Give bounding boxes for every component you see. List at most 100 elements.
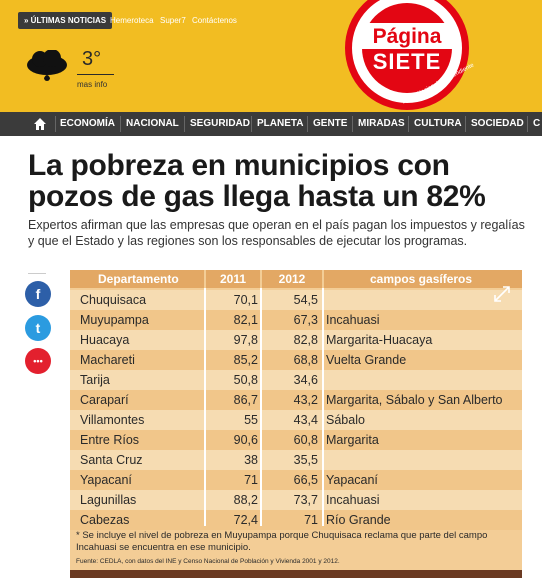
cell-2012: 43,2	[293, 393, 318, 407]
cell-campos: Margarita-Huacaya	[326, 333, 433, 347]
article-headline: La pobreza en municipios con pozos de ga…	[28, 149, 486, 213]
site-logo[interactable]: Página SIETE Diario Nacional Independien…	[345, 0, 475, 110]
poverty-infographic[interactable]: Departamento 2011 2012 campos gasíferos …	[70, 270, 522, 578]
cell-campos: Yapacaní	[326, 473, 378, 487]
nav-item-planeta[interactable]: PLANETA	[257, 118, 304, 129]
cell-2012: 82,8	[293, 333, 318, 347]
cell-departamento: Chuquisaca	[80, 293, 147, 307]
cell-departamento: Lagunillas	[80, 493, 137, 507]
nav-separator	[465, 116, 466, 132]
expand-icon[interactable]	[493, 285, 511, 303]
cell-2011: 82,1	[233, 313, 258, 327]
nav-item-economia[interactable]: ECONOMÍA	[60, 118, 115, 129]
header-2012: 2012	[262, 270, 322, 288]
cell-2012: 66,5	[293, 473, 318, 487]
nav-separator	[527, 116, 528, 132]
cell-2012: 67,3	[293, 313, 318, 327]
cell-campos: Sábalo	[326, 413, 365, 427]
table-row	[70, 370, 522, 390]
nav-item-gente[interactable]: GENTE	[313, 118, 348, 129]
table-row	[70, 290, 522, 310]
facebook-icon: f	[35, 286, 41, 302]
header-2011: 2011	[206, 270, 260, 288]
nav-separator	[120, 116, 121, 132]
table-row	[70, 470, 522, 490]
logo-band	[362, 23, 452, 49]
facebook-share-button[interactable]: f	[25, 281, 51, 307]
cell-2011: 88,2	[233, 493, 258, 507]
nav-separator	[352, 116, 353, 132]
cell-2011: 71	[244, 473, 258, 487]
logo-word-pagina: Página	[372, 25, 442, 48]
photo-strip	[70, 570, 522, 578]
cell-campos: Incahuasi	[326, 313, 380, 327]
cell-2012: 43,4	[293, 413, 318, 427]
table-row	[70, 410, 522, 430]
cell-departamento: Villamontes	[80, 413, 145, 427]
super7-link[interactable]: Super7	[160, 16, 186, 25]
hemeroteca-link[interactable]: Hemeroteca	[110, 16, 154, 25]
cell-departamento: Santa Cruz	[80, 453, 143, 467]
nav-item-cultura[interactable]: CULTURA	[414, 118, 462, 129]
share-divider	[28, 273, 46, 274]
nav-separator	[408, 116, 409, 132]
cell-2012: 73,7	[293, 493, 318, 507]
cell-2011: 90,6	[233, 433, 258, 447]
table-row	[70, 490, 522, 510]
nav-item-seguridad[interactable]: SEGURIDAD	[190, 118, 251, 129]
cell-2012: 60,8	[293, 433, 318, 447]
comments-button[interactable]: •••	[25, 348, 51, 374]
cell-departamento: Caraparí	[80, 393, 129, 407]
cell-2011: 55	[244, 413, 258, 427]
twitter-icon: t	[35, 320, 41, 336]
weather-divider	[77, 74, 114, 75]
cell-2011: 97,8	[233, 333, 258, 347]
main-nav: ECONOMÍA NACIONAL SEGURIDAD PLANETA GENT…	[0, 112, 542, 136]
column-divider	[204, 288, 206, 526]
cell-departamento: Entre Ríos	[80, 433, 140, 447]
top-bar: » ÚLTIMAS NOTICIAS Hemeroteca Super7 Con…	[0, 0, 542, 32]
cell-departamento: Machareti	[80, 353, 135, 367]
cell-departamento: Cabezas	[80, 513, 130, 527]
cell-2012: 34,6	[293, 373, 318, 387]
table-row	[70, 350, 522, 370]
latest-news-button[interactable]: » ÚLTIMAS NOTICIAS	[18, 12, 113, 29]
weather-more-info-link[interactable]: mas info	[77, 80, 108, 89]
cell-2011: 50,8	[233, 373, 258, 387]
header-departamento: Departamento	[70, 270, 204, 288]
infographic-source: Fuente: CEDLA, con datos del INE y Censo…	[76, 558, 340, 565]
nav-item-sociedad[interactable]: SOCIEDAD	[471, 118, 524, 129]
nav-separator	[251, 116, 252, 132]
table-row	[70, 510, 522, 530]
comment-icon: •••	[33, 356, 43, 366]
nav-separator	[307, 116, 308, 132]
cell-campos: Vuelta Grande	[326, 353, 407, 367]
rain-cloud-icon[interactable]	[26, 50, 68, 86]
site-header: » ÚLTIMAS NOTICIAS Hemeroteca Super7 Con…	[0, 0, 542, 112]
table-row	[70, 310, 522, 330]
contact-link[interactable]: Contáctenos	[192, 16, 237, 25]
header-campos: campos gasíferos	[324, 270, 522, 288]
cell-2011: 70,1	[233, 293, 258, 307]
cell-2011: 72,4	[233, 513, 258, 527]
cell-campos: Margarita	[326, 433, 379, 447]
cell-departamento: Tarija	[80, 373, 110, 387]
cell-2012: 35,5	[293, 453, 318, 467]
nav-item-miradas[interactable]: MIRADAS	[358, 118, 405, 129]
cell-2011: 86,7	[233, 393, 258, 407]
infographic-note: * Se incluye el nivel de pobreza en Muyu…	[76, 530, 488, 553]
nav-separator	[184, 116, 185, 132]
article-lede: Expertos afirman que las empresas que op…	[28, 218, 525, 248]
nav-item-nacional[interactable]: NACIONAL	[126, 118, 179, 129]
temperature: 3°	[82, 48, 102, 70]
cell-2012: 54,5	[293, 293, 318, 307]
column-divider	[260, 288, 262, 526]
table-row	[70, 390, 522, 410]
twitter-share-button[interactable]: t	[25, 315, 51, 341]
home-icon[interactable]	[33, 117, 47, 131]
nav-separator	[55, 116, 56, 132]
nav-item-overflow[interactable]: C	[533, 118, 541, 129]
cell-2011: 38	[244, 453, 258, 467]
cell-campos: Margarita, Sábalo y San Alberto	[326, 393, 503, 407]
cell-departamento: Huacaya	[80, 333, 130, 347]
